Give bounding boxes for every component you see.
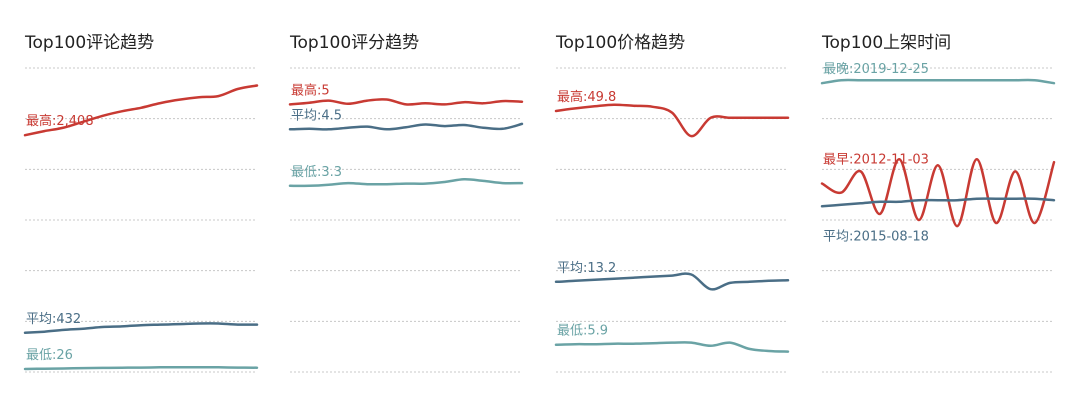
series-label: 最低:5.9: [557, 324, 608, 339]
series-label: 平均:4.5: [291, 108, 342, 123]
chart-rating: 最高:5 平均:4.5 最低:3.3: [288, 67, 524, 373]
series-line-3: [23, 366, 259, 371]
series-label: 最低:26: [26, 348, 73, 363]
series-label: 最高:49.8: [557, 89, 616, 105]
chart-title: Top100价格趋势: [556, 33, 686, 53]
chart-comments: 最高:2,408 平均:432 最低:26: [23, 67, 259, 373]
panel-rating: Top100评分趋势 最高:5 平均:4.5 最低:3.3: [288, 0, 525, 401]
panel-comments: Top100评论趋势 最高:2,408 平均:432 最低:26: [23, 0, 260, 401]
series-line-1: [820, 78, 1056, 85]
series-label: 最高:2,408: [26, 113, 94, 129]
chart-title: Top100评论趋势: [25, 33, 155, 53]
series-line-1: [554, 103, 790, 138]
series-line-3: [554, 341, 790, 353]
series-line-3: [288, 178, 524, 188]
series-label: 最高:5: [291, 82, 330, 98]
series-line-1: [288, 98, 524, 106]
series-line-2: [23, 322, 259, 335]
series-label: 平均:2015-08-18: [823, 229, 929, 244]
panel-shelf-date: Top100上架时间 最晚:2019-12-25 最早:2012-11-03 平均:…: [820, 0, 1057, 401]
series-label: 最低:3.3: [291, 165, 342, 180]
series-line-3: [820, 197, 1056, 208]
series-label: 最晚:2019-12-25: [823, 62, 929, 77]
series-line-1: [23, 84, 259, 137]
chart-shelf-date: 最晚:2019-12-25 最早:2012-11-03 平均:2015-08-18: [820, 62, 1056, 373]
series-line-2: [288, 122, 524, 131]
series-label: 平均:432: [26, 312, 81, 327]
series-line-2: [554, 272, 790, 291]
chart-title: Top100上架时间: [822, 33, 952, 53]
chart-title: Top100评分趋势: [290, 33, 420, 53]
series-label: 平均:13.2: [557, 261, 616, 276]
panel-price: Top100价格趋势 最高:49.8 平均:13.2 最低:5.9: [554, 0, 791, 401]
series-label: 最早:2012-11-03: [823, 153, 929, 168]
chart-price: 最高:49.8 平均:13.2 最低:5.9: [554, 67, 790, 373]
series-line-2: [820, 157, 1056, 228]
